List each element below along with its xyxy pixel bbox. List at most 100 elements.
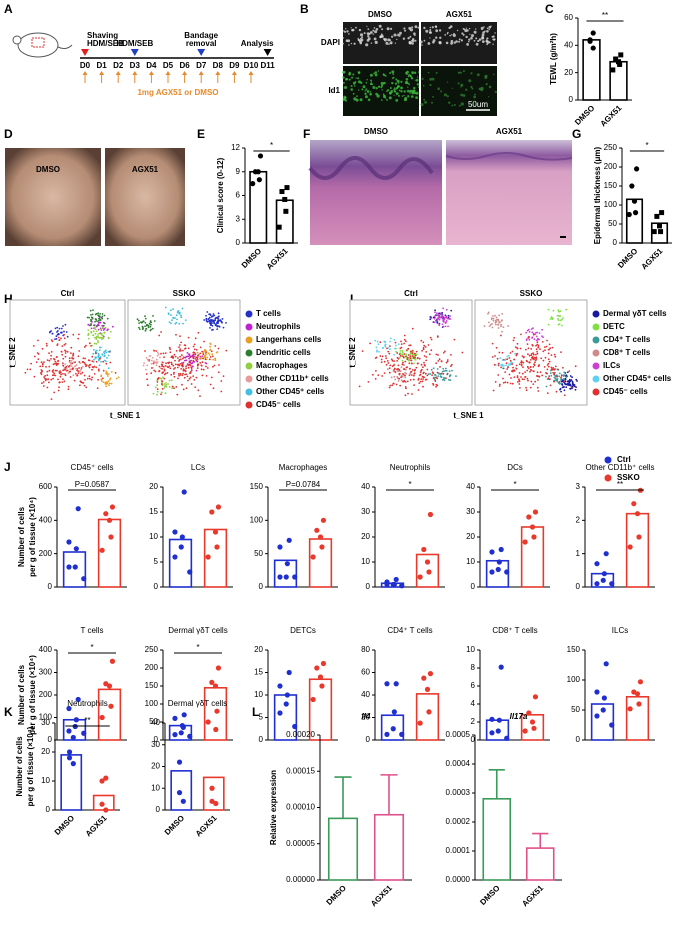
tsne-dot — [512, 339, 515, 342]
data-point — [277, 683, 283, 689]
stain-speck — [427, 71, 430, 74]
data-point — [616, 59, 621, 65]
x-tick-label: AGX51 — [598, 103, 623, 128]
tsne-dot — [192, 353, 195, 356]
tsne-dot — [556, 374, 558, 377]
tsne-dot — [182, 388, 185, 391]
data-point — [529, 719, 536, 725]
tsne-dot — [532, 383, 535, 385]
stain-speck — [484, 30, 486, 33]
data-point — [310, 696, 316, 703]
tsne-dot — [498, 362, 500, 365]
tsne-dot — [447, 314, 450, 317]
data-point — [601, 571, 607, 577]
tsne-dot — [57, 332, 60, 335]
tsne-dot — [67, 385, 70, 388]
y-tick-label: 3 — [576, 482, 581, 491]
tsne-dot — [199, 395, 201, 397]
tsne-dot — [542, 336, 544, 338]
panel-label: L — [252, 705, 259, 719]
tsne-dot — [69, 368, 72, 371]
tsne-dot — [64, 363, 67, 366]
tsne-dot — [404, 386, 407, 388]
legend-swatch — [604, 456, 612, 464]
tsne-dot — [60, 337, 62, 340]
stain-speck — [403, 27, 406, 30]
y-axis-label: Number of cells — [17, 506, 26, 567]
tsne-dot — [414, 356, 417, 359]
day-label: D7 — [196, 61, 207, 70]
tsne-dot — [539, 348, 541, 350]
legend-label: Other CD45⁺ cells — [256, 387, 325, 396]
stain-speck — [343, 87, 345, 89]
tsne-dot — [169, 348, 172, 350]
data-point — [659, 210, 665, 216]
tsne-dot — [104, 350, 106, 353]
y-tick-label: 20 — [564, 68, 573, 77]
stain-speck — [481, 33, 485, 37]
y-tick-label: 0 — [569, 95, 574, 104]
stain-speck — [355, 26, 357, 29]
bar — [520, 713, 545, 741]
data-point — [314, 665, 320, 671]
tsne-dot — [439, 375, 442, 377]
tsne-dot — [568, 378, 571, 381]
bar — [97, 518, 122, 588]
stain-speck — [414, 39, 417, 42]
tsne-dot — [442, 325, 445, 328]
y-axis-label: Clinical score (0-12) — [216, 157, 225, 233]
y-tick-label: 6 — [236, 191, 241, 200]
tsne-dot — [557, 309, 560, 311]
data-point — [209, 785, 215, 791]
tsne-dot — [518, 363, 521, 366]
data-point — [284, 561, 290, 567]
legend-label: Langerhans cells — [256, 335, 322, 344]
tsne-dot — [502, 326, 505, 328]
stain-speck — [411, 26, 414, 29]
tsne-dot — [37, 358, 40, 360]
tsne-dot — [544, 349, 546, 352]
tsne-dot — [535, 335, 538, 338]
tsne-dot — [181, 365, 184, 368]
tsne-dot — [155, 364, 158, 367]
tsne-dot — [410, 359, 413, 362]
tsne-dot — [97, 354, 100, 357]
tsne-dot — [206, 367, 209, 369]
tsne-dot — [107, 350, 110, 353]
stain-speck — [481, 28, 483, 31]
legend-swatch — [592, 336, 600, 344]
tsne-dot — [534, 357, 537, 360]
tsne-dot — [488, 321, 490, 324]
stain-speck — [468, 40, 470, 43]
tsne-dot — [491, 356, 494, 358]
stain-speck — [395, 78, 398, 81]
stain-speck — [480, 26, 484, 30]
tsne-dot — [87, 329, 90, 331]
tsne-dot — [429, 336, 432, 339]
tsne-dot — [215, 323, 217, 326]
tsne-dot — [389, 384, 392, 387]
data-point — [504, 735, 510, 741]
tsne-dot — [557, 318, 559, 320]
tsne-dot — [393, 364, 395, 366]
tsne-dot — [562, 366, 564, 369]
tsne-dot — [374, 339, 376, 342]
tsne-dot — [90, 378, 93, 381]
tsne-dot — [393, 368, 396, 371]
tsne-dot — [520, 363, 523, 366]
significance-label: * — [645, 141, 648, 150]
tsne-dot — [99, 357, 101, 360]
stain-speck — [381, 89, 383, 91]
stain-speck — [470, 72, 473, 75]
data-point — [108, 703, 114, 709]
stain-speck — [380, 81, 384, 86]
tsne-dot — [506, 355, 509, 358]
tsne-dot — [189, 356, 192, 359]
stain-speck — [488, 96, 490, 98]
stain-speck — [367, 28, 370, 30]
tsne-dot — [146, 378, 149, 381]
tsne-dot — [436, 335, 439, 338]
tsne-dot — [529, 369, 532, 371]
y-tick-label: 6 — [471, 681, 476, 690]
tsne-dot — [550, 369, 552, 372]
